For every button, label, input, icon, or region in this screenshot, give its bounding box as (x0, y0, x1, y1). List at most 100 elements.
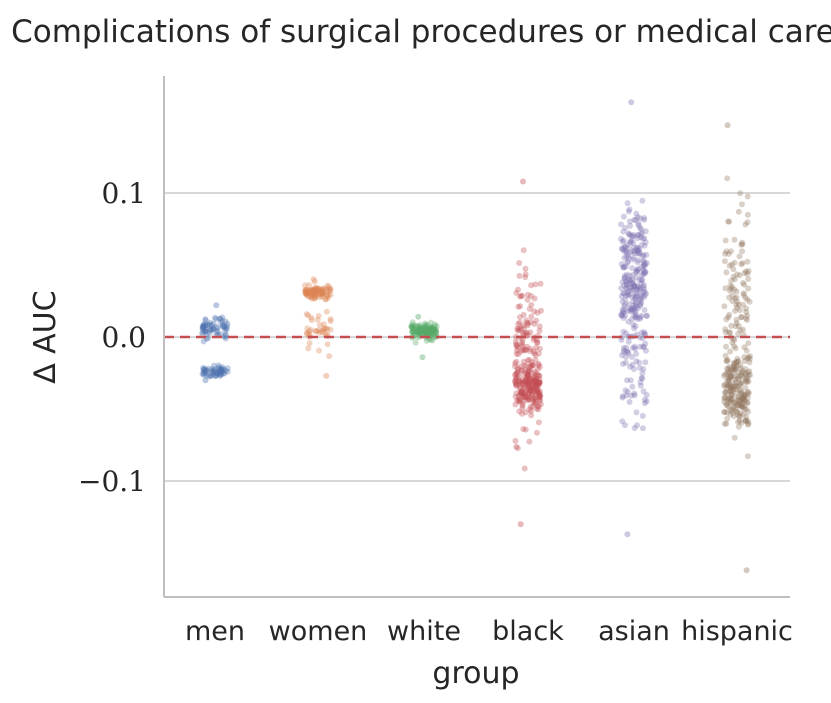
data-point-asian (643, 312, 650, 319)
data-point-black (518, 389, 525, 396)
data-point-asian (634, 266, 641, 273)
data-points (199, 99, 753, 574)
data-point-black (523, 370, 530, 377)
data-point-black (515, 303, 522, 310)
data-point-asian (641, 216, 648, 223)
data-point-black (521, 391, 528, 398)
data-point-women (318, 293, 325, 300)
data-point-men (211, 368, 218, 375)
data-point-asian (632, 269, 639, 276)
data-point-hispanic (723, 384, 730, 391)
data-point-hispanic (726, 397, 733, 404)
data-point-asian (623, 292, 630, 299)
data-point-black (527, 345, 534, 352)
data-point-women (322, 325, 329, 332)
data-point-hispanic (741, 344, 748, 351)
data-point-black (530, 380, 536, 387)
data-point-white (424, 325, 431, 332)
data-point-white (421, 324, 428, 331)
data-point-asian (624, 200, 631, 207)
data-point-hispanic (732, 386, 739, 393)
data-point-asian (635, 305, 641, 312)
data-point-hispanic (739, 260, 746, 267)
data-point-asian (638, 263, 645, 270)
data-point-asian (623, 271, 630, 278)
data-point-black (524, 291, 531, 298)
data-point-black (516, 327, 523, 333)
data-point-women (326, 286, 333, 292)
data-point-hispanic (727, 329, 733, 336)
data-point-asian (623, 344, 630, 351)
data-point-hispanic (728, 387, 734, 394)
data-point-women (318, 327, 325, 334)
data-point-asian (638, 293, 645, 300)
data-point-asian (628, 353, 635, 360)
data-point-asian (634, 248, 641, 255)
data-point-asian (629, 361, 636, 368)
data-point-black (513, 358, 520, 365)
data-point-white (431, 328, 438, 334)
data-point-hispanic (728, 261, 735, 268)
data-point-men (208, 326, 215, 333)
data-point-white (415, 327, 422, 334)
x-tick-labels: men women white black asian hispanic (185, 616, 793, 647)
data-point-black (526, 378, 533, 385)
data-point-white (429, 330, 436, 337)
data-point-women (304, 329, 311, 336)
data-point-hispanic (732, 323, 739, 330)
data-point-women (308, 293, 315, 300)
data-point-women (321, 326, 328, 333)
data-point-white (427, 324, 434, 331)
data-point-black (528, 387, 535, 394)
data-point-white (414, 329, 421, 336)
data-point-hispanic (727, 381, 734, 388)
data-point-black (530, 387, 537, 394)
data-point-white (428, 330, 435, 337)
data-point-hispanic (745, 285, 752, 292)
data-point-white (429, 325, 436, 332)
data-point-black (522, 383, 529, 390)
data-point-asian (625, 276, 632, 283)
data-point-hispanic (732, 383, 739, 389)
data-point-hispanic (727, 282, 734, 289)
data-point-men (200, 366, 207, 373)
data-point-women (319, 291, 326, 297)
data-point-black (531, 348, 537, 355)
data-point-black (518, 325, 525, 332)
data-point-black (517, 363, 524, 370)
data-point-black (526, 367, 533, 374)
data-point-black (520, 371, 527, 378)
data-point-hispanic (742, 398, 748, 405)
x-tick-label: white (387, 616, 461, 647)
data-point-hispanic (731, 363, 738, 370)
data-point-men (209, 368, 215, 375)
data-point-women (323, 296, 330, 303)
data-point-black (514, 369, 521, 375)
data-point-black (528, 376, 535, 382)
data-point-black (525, 331, 532, 338)
data-point-women (322, 296, 329, 303)
data-point-asian (631, 392, 638, 399)
data-point-asian (641, 262, 648, 269)
data-point-men (213, 329, 220, 336)
data-point-hispanic (724, 357, 731, 364)
data-point-white (428, 324, 435, 331)
data-point-asian (619, 306, 626, 313)
data-point-white (417, 323, 424, 330)
data-point-asian (620, 315, 627, 321)
data-point-men (199, 331, 206, 337)
data-point-asian (638, 241, 645, 248)
data-point-black (536, 394, 543, 401)
data-point-men (223, 325, 230, 332)
data-point-asian (630, 254, 637, 261)
data-point-hispanic (736, 398, 743, 404)
x-tick-label: hispanic (681, 616, 793, 647)
data-point-black (524, 380, 531, 387)
data-point-hispanic (722, 394, 728, 401)
data-point-women (306, 290, 313, 296)
data-point-asian (629, 344, 636, 351)
data-point-black (535, 382, 542, 389)
data-point-black (520, 379, 527, 385)
data-point-black (529, 379, 536, 386)
y-tick-label: −0.1 (78, 465, 146, 498)
